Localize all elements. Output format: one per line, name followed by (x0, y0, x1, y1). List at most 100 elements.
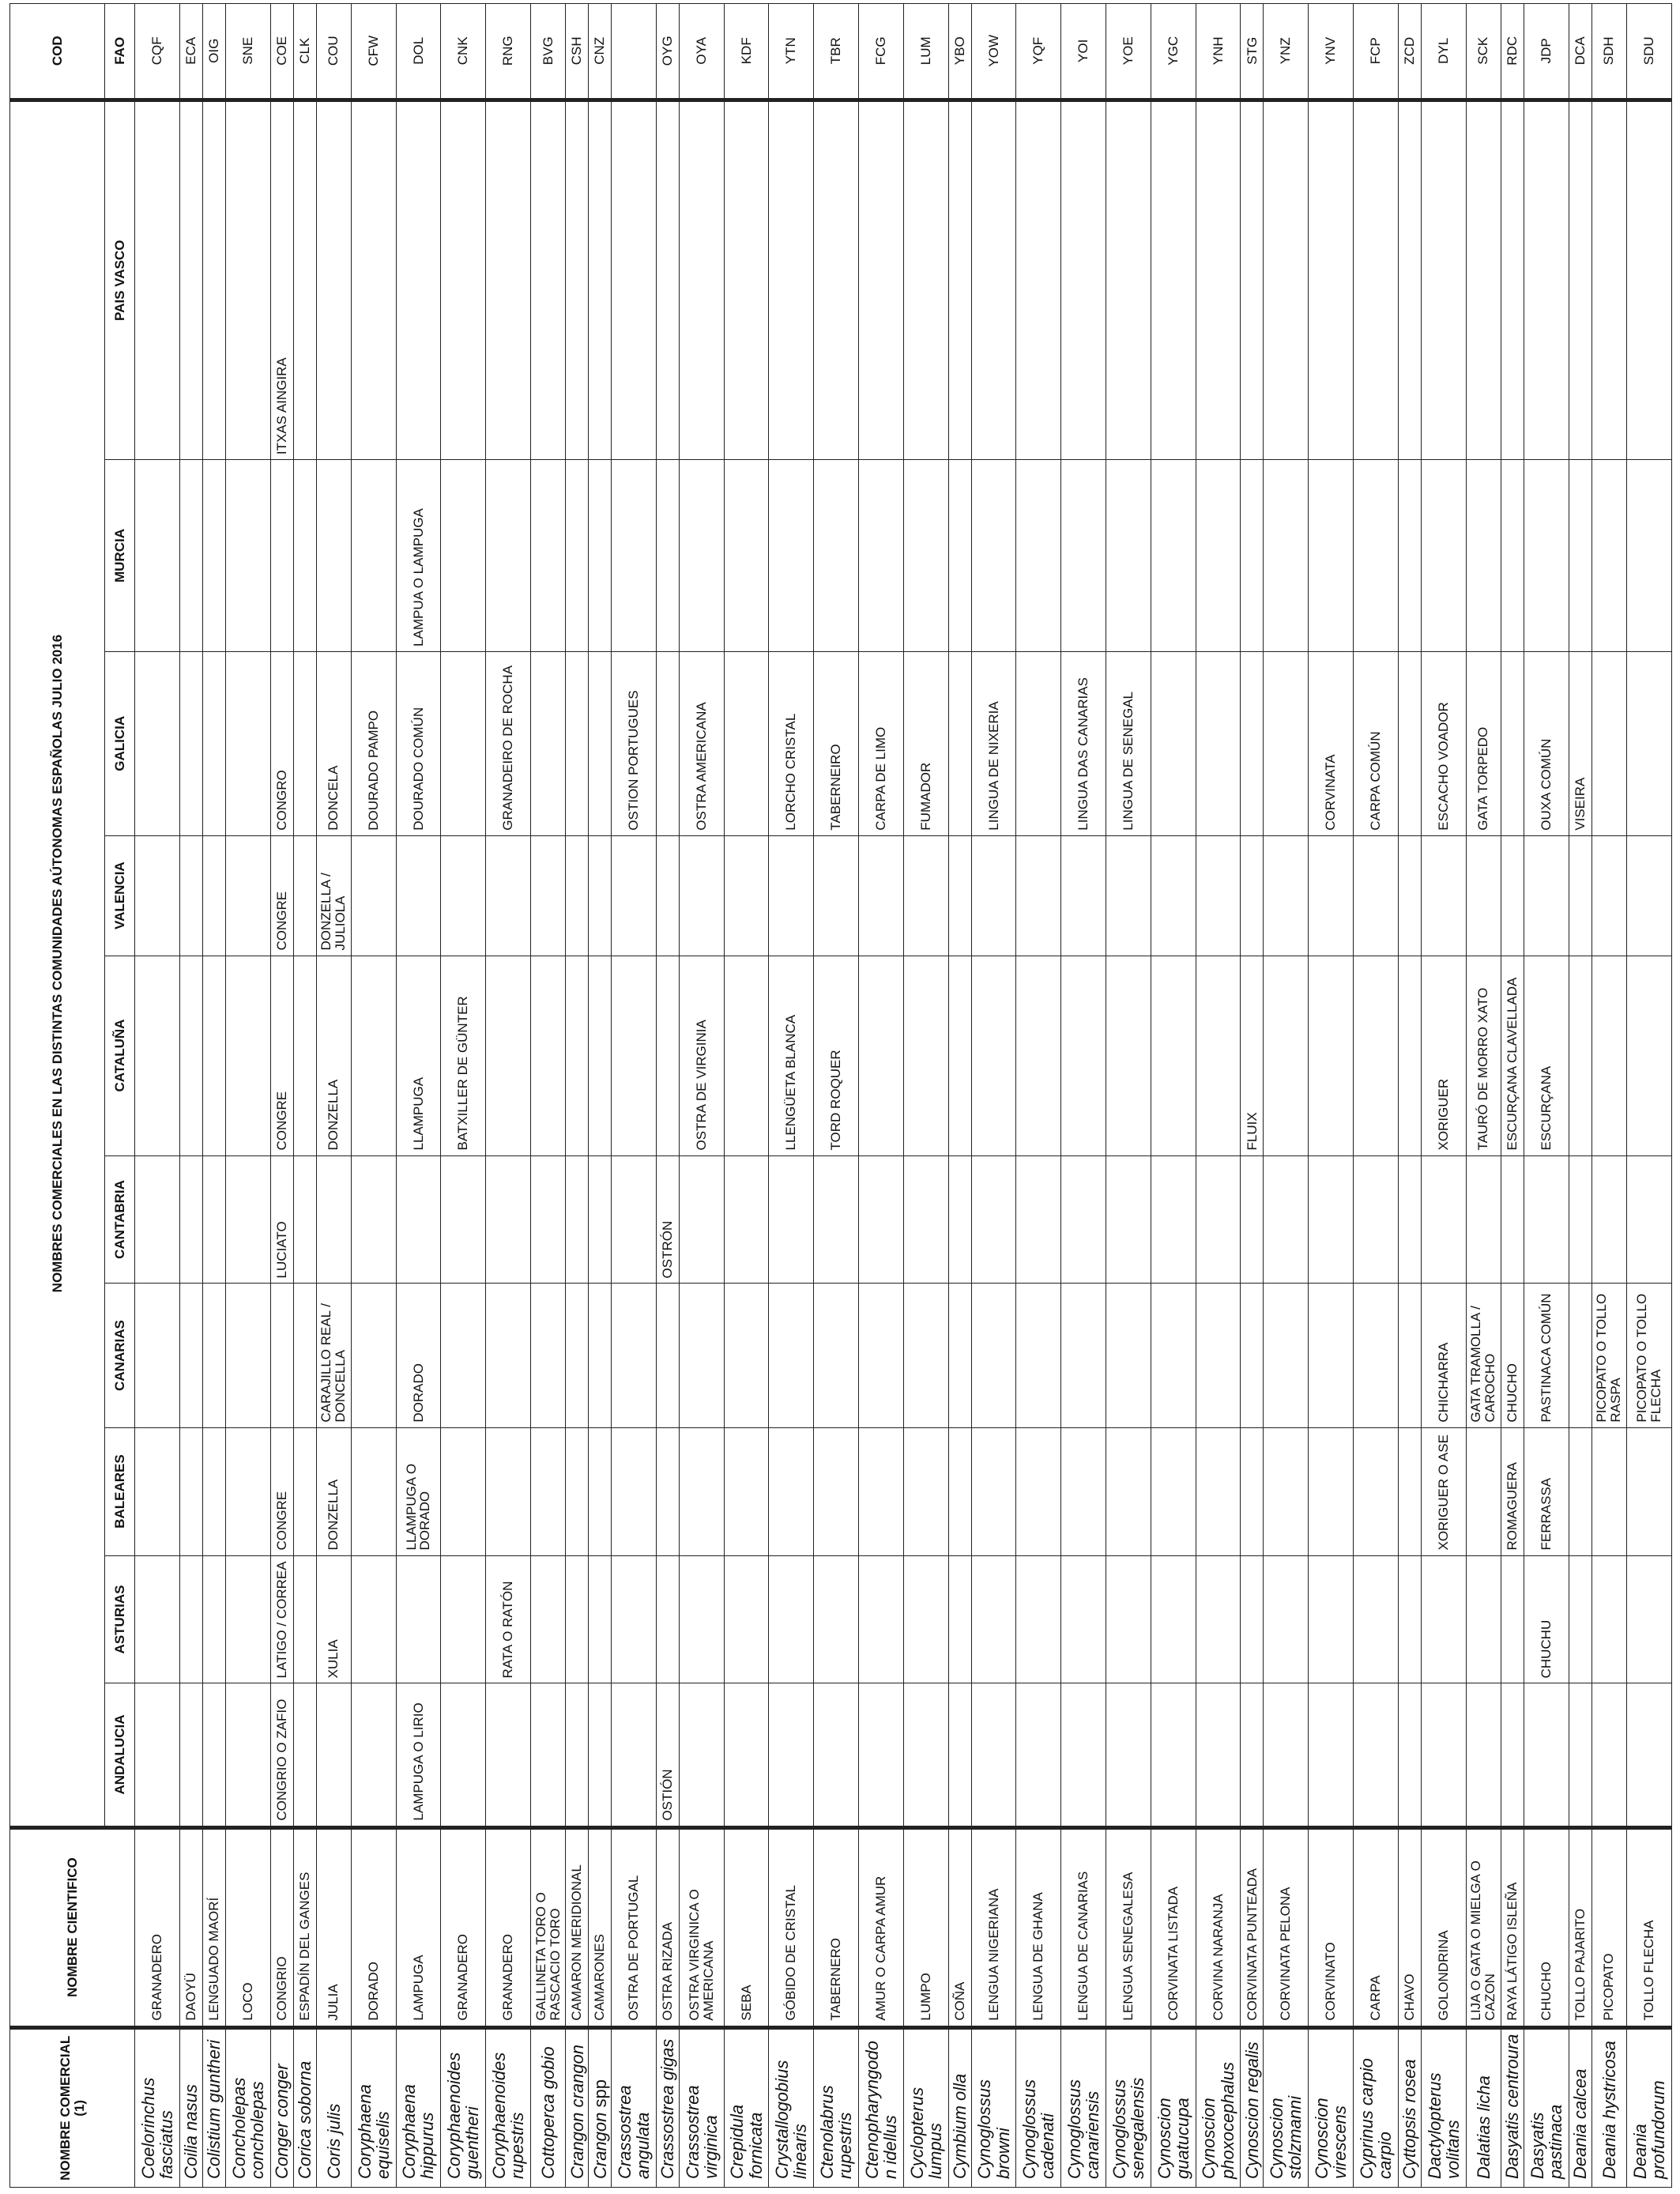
regional-name-cell (724, 1555, 769, 1683)
regional-name-cell (656, 835, 680, 956)
regional-name-cell (225, 1555, 271, 1683)
scientific-name-cell: Deania hystricosa (1591, 2027, 1627, 2188)
regional-name-cell (202, 1683, 226, 1828)
regional-name-cell: ITXAS AINGIRA (270, 100, 294, 460)
scientific-name-cell: Cynoscion virescens (1308, 2027, 1354, 2188)
regional-name-cell: PASTINACA COMÚN (1524, 1283, 1569, 1428)
regional-name-cell (1466, 100, 1501, 460)
regional-name-cell (813, 100, 859, 460)
regional-name-cell (1626, 1555, 1672, 1683)
regional-name-cell: ROMAGUERA (1501, 1427, 1524, 1556)
regional-name-cell (679, 1283, 725, 1428)
table-row: Coryphaenoides rupestris GRANADERO RATA O … (485, 3, 531, 2188)
header-fao: FAO (104, 3, 135, 100)
scientific-name-cell: Coryphaenoides rupestris (485, 2027, 531, 2188)
regional-name-cell (440, 1283, 486, 1428)
regional-name-cell (1015, 835, 1061, 956)
scientific-name-cell: Crassostrea gigas (656, 2027, 680, 2188)
scientific-name: Crangon crangon (567, 2044, 587, 2179)
regional-name-cell (971, 1683, 1016, 1828)
regional-name-cell: CONGRE (270, 1427, 294, 1556)
regional-name-cell (1501, 651, 1524, 836)
common-name-cell: CHAVO (1398, 1827, 1422, 2028)
regional-name-cell (1263, 1555, 1309, 1683)
regional-name-cell (270, 459, 294, 652)
regional-name-cell (679, 1155, 725, 1284)
regional-name-cell (1015, 651, 1061, 836)
regional-name-cell (1501, 835, 1524, 956)
scientific-name-cell: Coilia nasus (179, 2027, 203, 2188)
regional-name-cell (1353, 1555, 1399, 1683)
regional-name-cell: TAURÓ DE MORRO XATO (1466, 956, 1501, 1156)
regional-name-cell (971, 1555, 1016, 1683)
regional-name-cell (1263, 1155, 1309, 1284)
regional-name-cell (1308, 1283, 1354, 1428)
fao-code-cell: SCK (1466, 3, 1501, 100)
fao-code-cell: RDC (1501, 3, 1524, 100)
table-row: Deania calcea TOLLO PAJARITO VISEIRA DCA (1569, 3, 1592, 2188)
regional-name-cell (179, 1427, 203, 1556)
regional-name-cell: DONCELA (316, 651, 352, 836)
regional-name-cell (1240, 459, 1264, 652)
fao-code-cell: RNG (485, 3, 531, 100)
regional-name-cell (1106, 1555, 1151, 1683)
regional-name-cell (440, 835, 486, 956)
regional-name-cell (1196, 956, 1241, 1156)
regional-name-cell (1591, 651, 1627, 836)
regional-name-cell (1569, 459, 1592, 652)
regional-name-cell (1501, 1683, 1524, 1828)
common-name-cell: ESPADÍN DEL GANGES (293, 1827, 317, 2028)
regional-name-cell (1060, 956, 1106, 1156)
regional-name-cell (1353, 1427, 1399, 1556)
table-row: Cynoscion phoxocephalus CORVINA NARANJA YN… (1196, 3, 1241, 2188)
scientific-name: Coryphaenoides guentheri (444, 2052, 483, 2179)
scientific-name: Coilia nasus (181, 2084, 202, 2179)
regional-name-cell (588, 1555, 612, 1683)
regional-name-cell: CARPA DE LIMO (858, 651, 904, 836)
regional-name-cell (565, 1683, 589, 1828)
table-row: Crangon spp CAMARONES CNZ (588, 3, 612, 2188)
regional-name-cell (1060, 459, 1106, 652)
regional-name-cell: ESCURÇANA CLAVELLADA (1501, 956, 1524, 1156)
scientific-name: Cynoscion phoxocephalus (1199, 2061, 1237, 2179)
regional-name-cell (225, 1283, 271, 1428)
fao-code-cell: YTN (768, 3, 814, 100)
regional-name-cell (611, 956, 657, 1156)
table-row: Colistium guntheri LENGUADO MAORÍ OIG (202, 3, 226, 2188)
common-name-cell: CHUCHO (1524, 1827, 1569, 2028)
regional-name-cell (1151, 1155, 1196, 1284)
regional-name-cell (948, 651, 972, 836)
regional-name-cell (1263, 459, 1309, 652)
regional-name-cell (530, 100, 566, 460)
regional-name-cell (225, 100, 271, 460)
regional-name-cell (1626, 1155, 1672, 1284)
regional-name-cell (1569, 100, 1592, 460)
regional-name-cell (948, 1283, 972, 1428)
regional-name-cell (588, 1283, 612, 1428)
regional-name-cell (530, 651, 566, 836)
common-name-cell: LUMPO (903, 1827, 949, 2028)
scientific-name: Cymbium olla (950, 2073, 970, 2179)
regional-name-cell (768, 1283, 814, 1428)
regional-name-cell (485, 100, 531, 460)
regional-name-cell: OUXA COMÚN (1524, 651, 1569, 836)
regional-name-cell (1398, 956, 1422, 1156)
table-row: Cyprinus carpio carpio CARPA CARPA COMÚN FC… (1353, 3, 1399, 2188)
regional-name-cell (656, 1427, 680, 1556)
regional-name-cell (225, 651, 271, 836)
scientific-name-cell: Dalatias licha (1466, 2027, 1501, 2188)
regional-name-cell (1196, 1683, 1241, 1828)
regional-name-cell (179, 956, 203, 1156)
regional-name-cell: LINGUA DE NIXERIA (971, 651, 1016, 836)
regional-name-cell (903, 1427, 949, 1556)
regional-name-cell (202, 1155, 226, 1284)
regional-name-cell (1398, 1683, 1422, 1828)
header-region: GALICIA (104, 651, 135, 836)
scientific-name: Cyttopsis rosea (1399, 2059, 1420, 2179)
scientific-name: Coris julis (323, 2103, 344, 2179)
regional-name-cell (351, 1555, 397, 1683)
table-row: Conger conger CONGRIO CONGRIO O ZAFIO LATIG… (270, 3, 294, 2188)
scientific-name: Cynoscion regalis (1241, 2041, 1262, 2179)
scientific-name: Crassostrea gigas (657, 2038, 678, 2179)
regional-name-cell (1060, 1555, 1106, 1683)
